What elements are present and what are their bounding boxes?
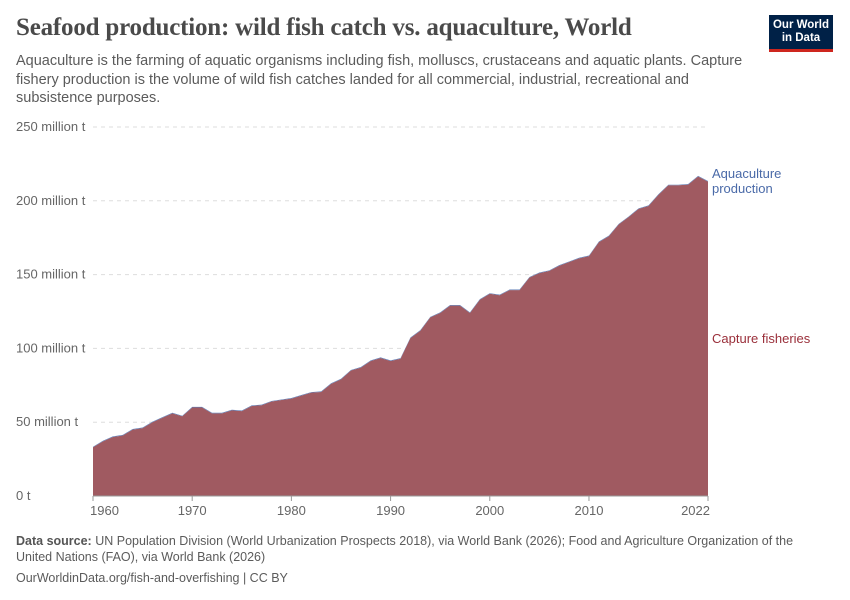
x-tick-label: 1970 [178, 503, 207, 518]
y-tick-label: 100 million t [16, 340, 86, 355]
owid-logo[interactable]: Our World in Data [769, 15, 833, 52]
data-source: Data source: UN Population Division (Wor… [16, 533, 826, 565]
area-chart: 0 t 50 million t 100 million t 150 million … [16, 119, 811, 518]
y-tick-label: 0 t [16, 488, 31, 503]
legend-aquaculture-line1: Aquaculture [712, 166, 781, 181]
legend-aquaculture-line2: production [712, 181, 773, 196]
y-tick-label: 200 million t [16, 193, 86, 208]
x-tick-label: 2000 [475, 503, 504, 518]
legend-capture-fisheries: Capture fisheries [712, 331, 811, 346]
x-tick-label: 1980 [277, 503, 306, 518]
x-tick-label: 1960 [90, 503, 119, 518]
y-tick-label: 250 million t [16, 119, 86, 134]
x-tick-label: 2022 [681, 503, 710, 518]
footer-url[interactable]: OurWorldinData.org/fish-and-overfishing … [16, 571, 288, 585]
data-source-label: Data source: [16, 534, 92, 548]
chart-title: Seafood production: wild fish catch vs. … [16, 14, 632, 41]
y-tick-label: 150 million t [16, 267, 86, 282]
chart-subtitle: Aquaculture is the farming of aquatic or… [16, 53, 743, 106]
data-source-text: UN Population Division (World Urbanizati… [16, 534, 794, 564]
x-tick-label: 1990 [376, 503, 405, 518]
x-tick-label: 2010 [575, 503, 604, 518]
area-capture-fisheries[interactable] [93, 176, 708, 497]
y-tick-label: 50 million t [16, 414, 79, 429]
